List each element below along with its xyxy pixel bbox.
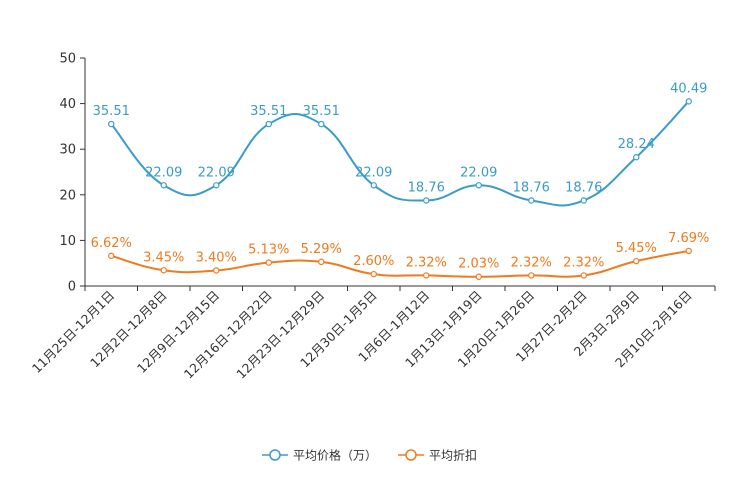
y-tick-label: 10 (59, 234, 76, 249)
data-point (528, 272, 535, 279)
legend-label: 平均价格（万） (293, 448, 377, 463)
legend-item-1: 平均价格（万） (262, 448, 377, 463)
data-label: 40.49 (670, 81, 707, 96)
x-tick-label: 12月23日-12月29日 (233, 288, 327, 382)
data-label: 5.13% (248, 243, 289, 258)
data-label: 35.51 (93, 104, 130, 119)
data-point (580, 272, 587, 279)
data-point (160, 267, 167, 274)
legend-item-2: 平均折扣 (398, 448, 477, 463)
data-label: 2.32% (406, 255, 447, 270)
y-tick-label: 40 (59, 97, 76, 112)
series-2: 6.62% 3.45% 3.40% 5.13% 5.29% 2.60% 2.32% 2.03%… (91, 231, 709, 280)
data-point (265, 120, 272, 128)
data-point (423, 272, 430, 279)
y-tick-label: 0 (68, 280, 76, 295)
y-tick-label: 30 (59, 143, 76, 158)
legend-marker (405, 449, 417, 461)
data-label: 22.09 (145, 165, 182, 180)
data-label: 18.76 (513, 180, 550, 195)
data-point (633, 154, 640, 161)
data-point (108, 120, 115, 128)
data-label: 2.32% (511, 255, 552, 270)
data-point (423, 197, 430, 204)
data-label: 2.32% (563, 255, 604, 270)
data-point (685, 247, 692, 255)
legend-marker (269, 449, 281, 461)
series-line-2 (110, 249, 689, 278)
y-tick-label: 20 (59, 188, 76, 203)
data-label: 18.76 (408, 180, 445, 195)
data-point (475, 273, 482, 280)
data-label: 2.03% (458, 257, 499, 272)
data-point (633, 257, 640, 265)
x-tick-label: 12月16日-12月22日 (181, 288, 275, 382)
data-point (213, 267, 220, 274)
data-label: 18.76 (565, 180, 602, 195)
data-label: 3.40% (196, 250, 237, 265)
data-point (685, 98, 692, 105)
data-point (318, 120, 325, 128)
data-label: 22.09 (460, 165, 497, 180)
data-point (108, 252, 115, 260)
data-label: 7.69% (668, 231, 709, 246)
data-point (580, 197, 587, 204)
data-label: 35.51 (250, 104, 287, 119)
axes: 0102030405011月25日-12月1日12月2日-12月8日12月9日-… (29, 52, 716, 382)
data-label: 22.09 (355, 165, 392, 180)
data-point (265, 259, 272, 266)
series-layer: 35.51 22.09 22.09 35.51 35.51 22.09 18.76 22.09… (91, 81, 709, 280)
data-label: 3.45% (143, 250, 184, 265)
data-label: 6.62% (91, 236, 132, 251)
data-label: 5.29% (301, 242, 342, 257)
series-1: 35.51 22.09 22.09 35.51 35.51 22.09 18.76 22.09… (93, 81, 707, 207)
data-point (528, 197, 535, 204)
data-label: 35.51 (303, 104, 340, 119)
data-label: 28.24 (618, 137, 655, 152)
legend: 平均价格（万） 平均折扣 (262, 448, 477, 463)
data-point (160, 182, 167, 189)
data-label: 22.09 (198, 165, 235, 180)
data-point (370, 270, 377, 278)
data-point (475, 182, 482, 189)
data-point (370, 182, 377, 189)
data-label: 2.60% (353, 254, 394, 269)
legend-label: 平均折扣 (429, 448, 477, 463)
data-label: 5.45% (616, 241, 657, 256)
data-point (213, 182, 220, 189)
y-tick-label: 50 (59, 52, 76, 67)
series-line-1 (110, 100, 690, 207)
data-point (318, 258, 325, 266)
